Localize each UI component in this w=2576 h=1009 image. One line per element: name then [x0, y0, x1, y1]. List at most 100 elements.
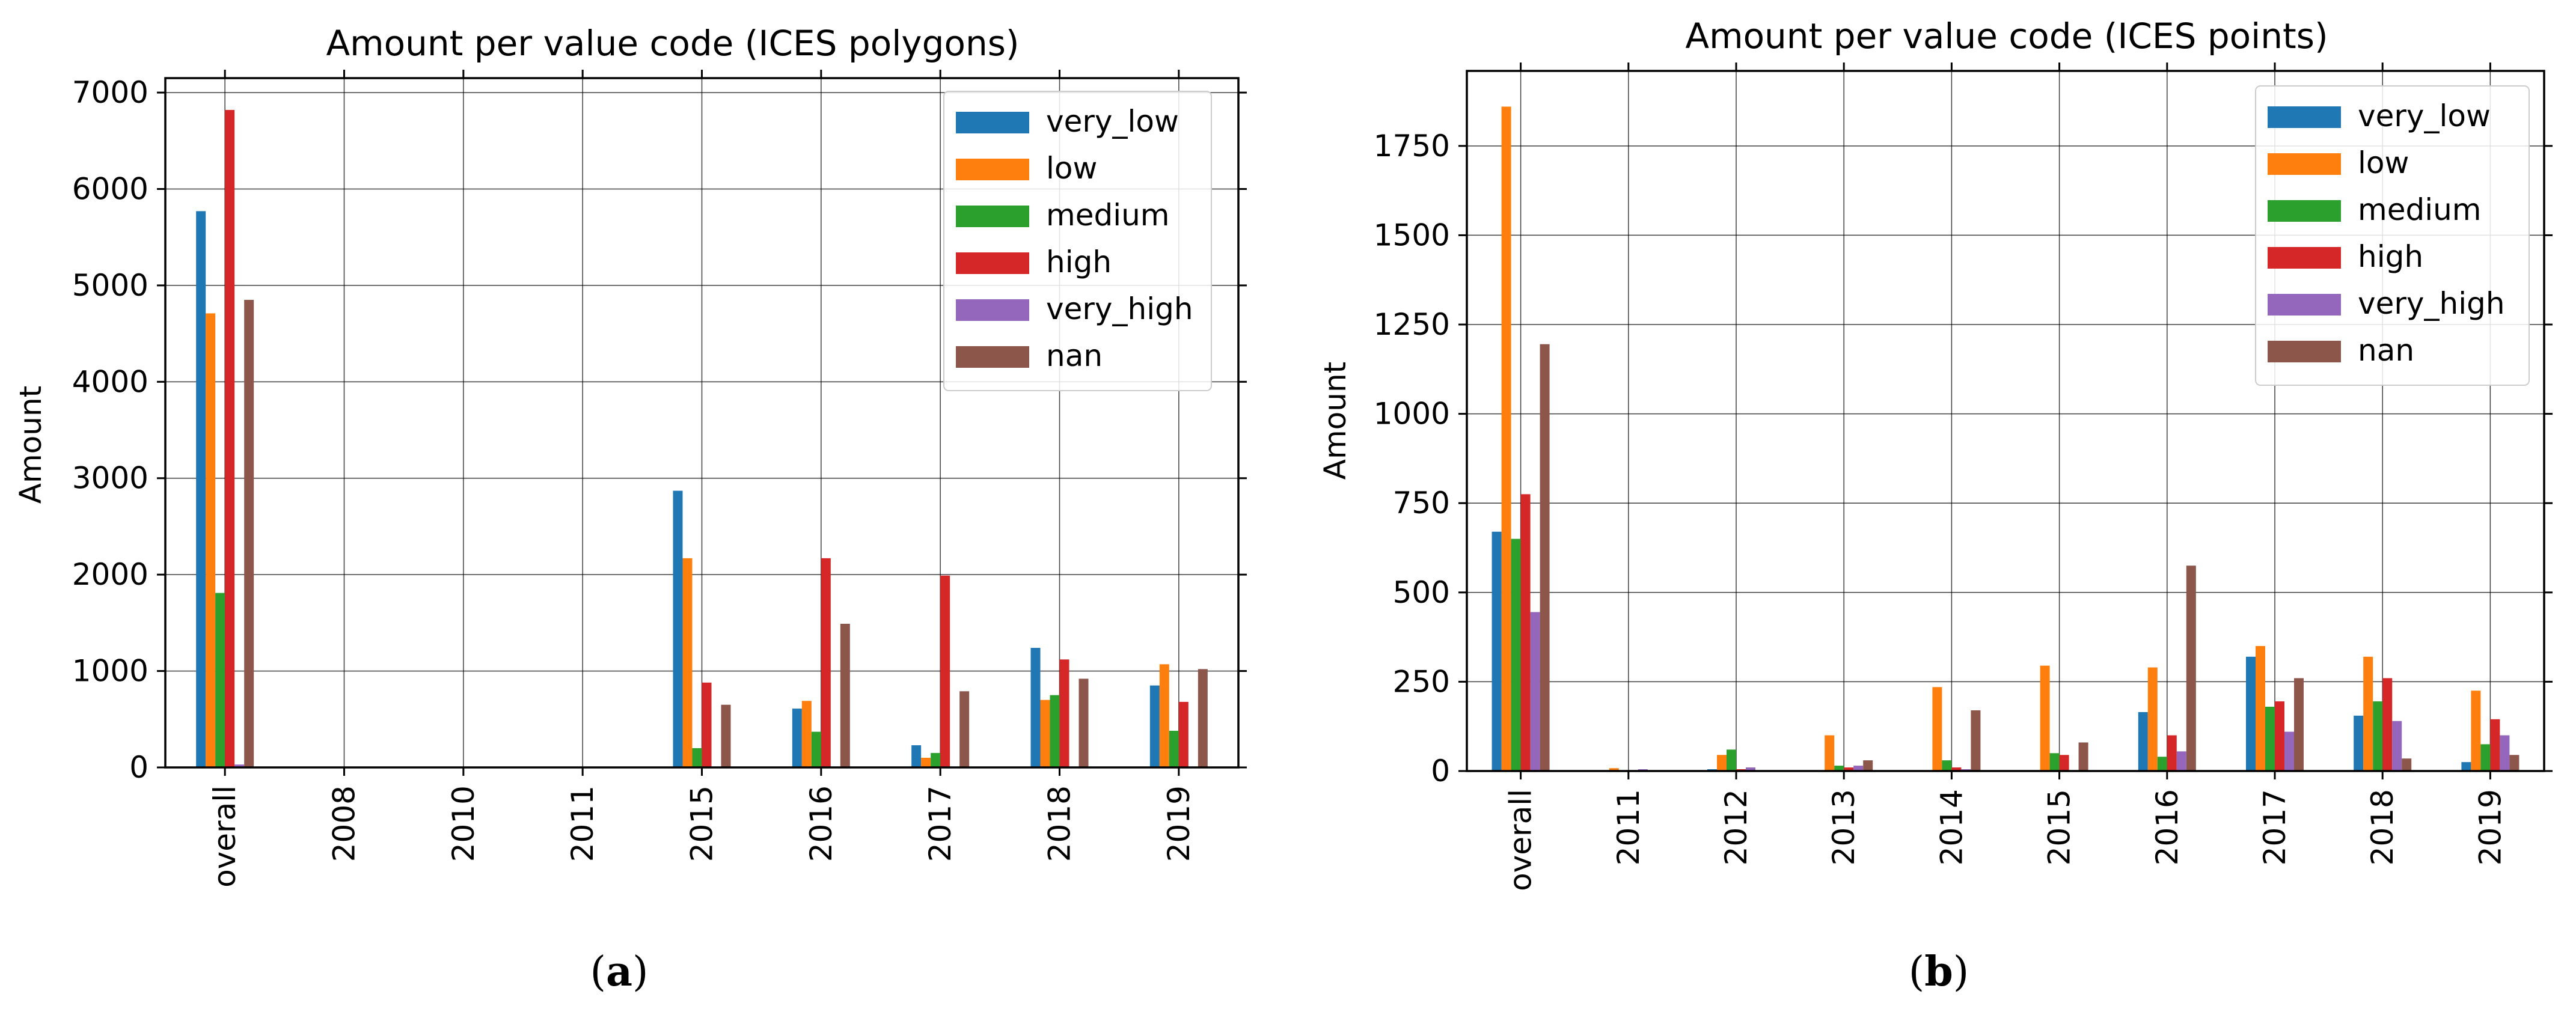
bar-nan-overall: [1540, 344, 1550, 771]
bar-medium-overall: [1511, 538, 1521, 771]
bar-medium-2014: [1942, 760, 1952, 771]
legend-label-high: high: [1046, 245, 1112, 279]
x-tick-label: 2016: [804, 785, 839, 862]
bar-low-2016: [2147, 667, 2158, 771]
bar-very_low-2017: [911, 745, 922, 767]
x-tick-label: 2015: [685, 785, 720, 862]
bar-medium-2016: [2157, 757, 2167, 771]
bar-high-overall: [225, 109, 235, 767]
bar-very_high-2019: [2500, 735, 2510, 771]
bar-high-2017: [940, 575, 950, 767]
bar-low-2015: [2040, 665, 2050, 771]
legend-label-very_low: very_low: [2358, 99, 2491, 133]
bar-nan-2015: [721, 704, 731, 767]
x-tick-label: 2016: [2150, 789, 2185, 865]
bar-very_high-2013: [1853, 766, 1864, 771]
x-tick-label: 2017: [923, 785, 958, 862]
y-tick-label: 2000: [72, 557, 148, 592]
bar-low-2019: [1159, 664, 1169, 767]
bar-nan-2017: [2294, 678, 2304, 771]
bar-very_low-2016: [2138, 712, 2148, 771]
panel-a-caption: (a): [590, 948, 648, 996]
bar-medium-2019: [2480, 744, 2491, 771]
legend-label-nan: nan: [1046, 338, 1103, 373]
y-tick-label: 1750: [1374, 129, 1450, 163]
legend-label-low: low: [2358, 145, 2409, 180]
bar-high-2013: [1844, 767, 1854, 771]
bar-low-2013: [1825, 735, 1835, 771]
bar-nan-2016: [2186, 565, 2196, 771]
bar-very_low-overall: [1491, 531, 1502, 771]
panel-a-caption-letter: a: [606, 948, 632, 996]
x-tick-label: overall: [207, 785, 242, 888]
bar-very_high-2017: [2284, 731, 2294, 771]
bar-low-2017: [2256, 645, 2265, 771]
bar-high-2015: [2059, 755, 2069, 771]
x-tick-label: overall: [1504, 789, 1538, 891]
legend-swatch-nan: [956, 346, 1029, 368]
bar-very_low-2017: [2246, 656, 2256, 771]
bar-very_low-2015: [673, 490, 683, 767]
bar-nan-2014: [1971, 710, 1981, 771]
legend-label-nan: nan: [2358, 333, 2414, 368]
bar-medium-2018: [2373, 701, 2383, 771]
bar-high-2017: [2275, 701, 2284, 771]
legend-label-medium: medium: [2358, 192, 2482, 227]
y-tick-label: 7000: [72, 75, 148, 110]
legend-label-medium: medium: [1046, 198, 1170, 233]
bar-very_low-2019: [1149, 685, 1160, 767]
panel-b-caption: (b): [1909, 948, 1969, 996]
bar-medium-2012: [1727, 749, 1736, 771]
y-tick-label: 1000: [72, 654, 148, 689]
x-tick-label: 2018: [2365, 789, 2400, 865]
bar-very_low-2018: [2354, 715, 2364, 771]
x-tick-label: 2018: [1042, 785, 1077, 862]
bar-medium-2015: [2049, 753, 2060, 771]
bar-medium-2013: [1834, 766, 1844, 771]
y-tick-label: 6000: [72, 171, 148, 206]
x-tick-label: 2019: [2473, 789, 2507, 865]
x-tick-label: 2014: [1934, 789, 1969, 865]
bar-nan-2019: [2509, 755, 2519, 771]
x-tick-label: 2013: [1826, 789, 1861, 865]
points-y-axis-label: Amount: [1318, 362, 1353, 480]
y-tick-label: 0: [1431, 754, 1450, 788]
bar-high-2018: [1059, 659, 1069, 767]
y-tick-label: 3000: [72, 461, 148, 496]
bar-low-overall: [1501, 106, 1511, 772]
bar-nan-2018: [1078, 678, 1089, 767]
bar-high-2019: [1178, 701, 1189, 767]
bar-medium-2017: [931, 752, 941, 767]
bar-medium-2016: [811, 731, 821, 767]
legend-swatch-nan: [2268, 341, 2341, 362]
bar-very_low-2018: [1030, 648, 1041, 767]
y-tick-label: 1000: [1374, 397, 1450, 431]
bar-nan-2019: [1198, 669, 1208, 767]
y-tick-label: 5000: [72, 268, 148, 303]
x-tick-label: 2010: [446, 785, 481, 862]
bar-high-overall: [1520, 494, 1531, 771]
legend-label-very_high: very_high: [1046, 291, 1193, 326]
bar-low-2019: [2471, 690, 2481, 771]
bar-very_high-2018: [2392, 721, 2402, 771]
bar-very_high-2012: [1746, 767, 1755, 771]
y-tick-label: 500: [1393, 575, 1450, 610]
bar-high-2016: [821, 558, 831, 767]
legend-label-low: low: [1046, 151, 1097, 186]
points-chart: Amount per value code (ICES points) Amou…: [1318, 16, 2553, 996]
legend-swatch-very_low: [956, 112, 1029, 133]
x-tick-label: 2008: [327, 785, 362, 862]
bar-high-2018: [2382, 678, 2393, 771]
x-tick-label: 2012: [1719, 789, 1754, 865]
bar-high-2019: [2490, 719, 2500, 771]
bar-low-2015: [682, 558, 693, 767]
y-tick-label: 1250: [1374, 307, 1450, 342]
legend-swatch-very_high: [2268, 294, 2341, 316]
legend-swatch-low: [956, 159, 1029, 180]
legend-swatch-medium: [2268, 200, 2341, 222]
bar-low-2018: [2363, 656, 2373, 771]
y-tick-label: 0: [129, 750, 148, 785]
legend-label-very_low: very_low: [1046, 104, 1179, 139]
bar-very_low-2016: [792, 709, 802, 767]
